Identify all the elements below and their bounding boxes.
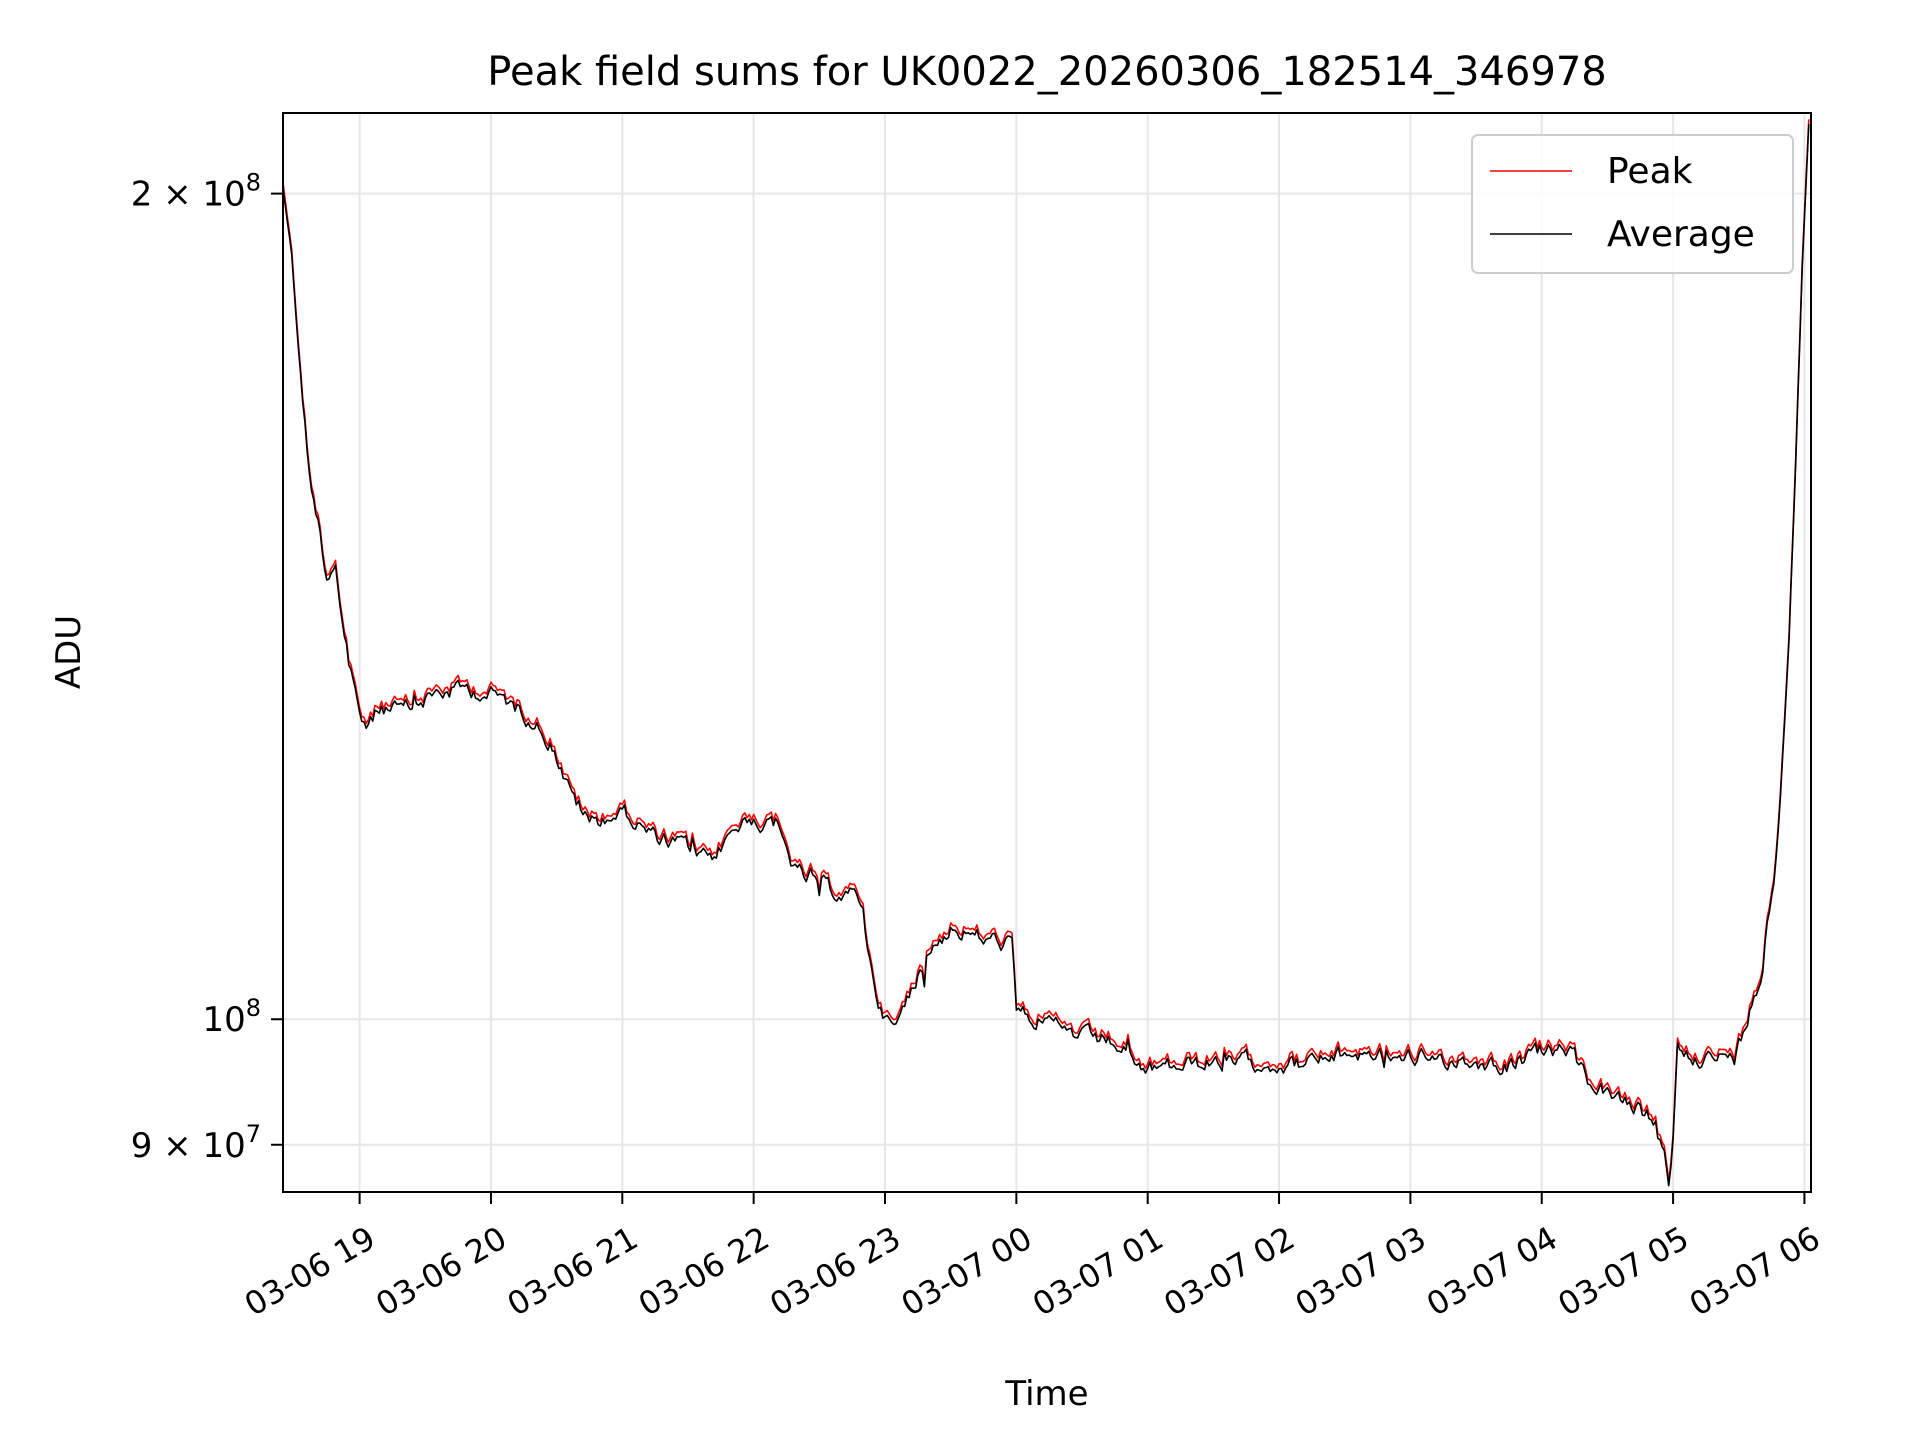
chart-title: Peak field sums for UK0022_20260306_1825…: [487, 49, 1606, 95]
plot-frame: [282, 112, 1812, 1193]
series-line-peak: [282, 119, 1810, 1182]
legend: Peak Average: [1471, 134, 1794, 274]
series-line-average: [282, 124, 1810, 1187]
legend-label-average: Average: [1607, 214, 1755, 255]
grid: [283, 113, 1811, 1192]
y-axis: 2 × 108 108 9 × 107: [131, 169, 283, 1166]
y-axis-label: ADU: [49, 615, 89, 689]
x-axis-label: Time: [1004, 1374, 1088, 1414]
legend-box: [1471, 134, 1794, 274]
legend-label-peak: Peak: [1607, 151, 1693, 192]
y-tick-label: 2 × 108: [131, 169, 261, 215]
y-tick-label: 9 × 107: [131, 1120, 261, 1166]
traces: [282, 119, 1810, 1187]
y-tick-label: 108: [202, 994, 261, 1040]
